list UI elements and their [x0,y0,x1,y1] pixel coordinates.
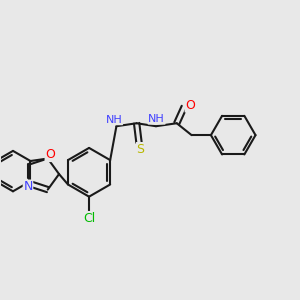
Text: NH: NH [106,115,122,125]
Text: O: O [45,148,55,161]
Text: NH: NH [148,114,165,124]
Text: O: O [185,99,195,112]
Text: N: N [23,180,33,193]
Text: Cl: Cl [83,212,95,225]
Text: S: S [136,142,145,156]
